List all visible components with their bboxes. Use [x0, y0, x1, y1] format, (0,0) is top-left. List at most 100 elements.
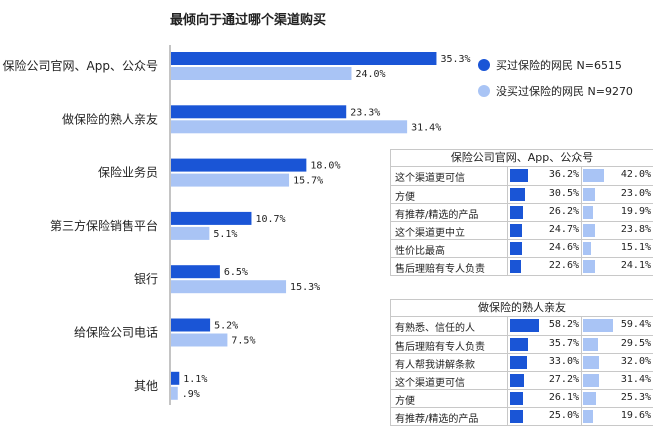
bar-nonbuyer-value: 24.0%	[355, 69, 385, 80]
row-divider	[507, 222, 508, 239]
bar-buyer-value: 6.5%	[224, 267, 248, 278]
reason-bar-buyer	[510, 242, 523, 255]
reason-value-buyer: 58.2%	[548, 319, 579, 330]
row-divider	[507, 258, 508, 275]
reason-bar-nonbuyer	[583, 392, 596, 405]
bar-nonbuyer-value: .9%	[182, 389, 200, 400]
panel-body: 有熟悉、信任的人 58.2% 59.4% 售后理赔有专人负责 35.7% 29.5% 有人帮…	[391, 317, 653, 425]
bar-nonbuyer	[171, 226, 210, 240]
reason-row: 这个渠道更可信 27.2% 31.4%	[391, 371, 653, 389]
chart-title: 最倾向于通过哪个渠道购买	[170, 13, 327, 28]
row-divider	[581, 167, 582, 185]
reason-row: 售后理赔有专人负责 35.7% 29.5%	[391, 335, 653, 353]
reason-value-nonbuyer: 29.5%	[620, 338, 651, 349]
row-divider	[581, 336, 582, 353]
reason-label: 售后理赔有专人负责	[395, 264, 485, 275]
row-divider	[581, 222, 582, 239]
reason-row: 这个渠道更中立 24.7% 23.8%	[391, 221, 653, 239]
reason-bar-buyer	[510, 374, 524, 387]
reason-bar-buyer	[510, 169, 529, 182]
panel-title: 做保险的熟人亲友	[391, 300, 653, 317]
reason-bar-nonbuyer	[583, 410, 593, 423]
row-divider	[507, 204, 508, 221]
bar-nonbuyer	[171, 386, 178, 400]
reason-value-nonbuyer: 25.3%	[620, 392, 651, 403]
reason-label: 售后理赔有专人负责	[395, 342, 485, 353]
reason-row: 方便 26.1% 25.3%	[391, 389, 653, 407]
row-divider	[581, 258, 582, 275]
reason-label: 有人帮我讲解条款	[395, 360, 475, 371]
reason-value-buyer: 35.7%	[548, 338, 579, 349]
bar-nonbuyer-value: 15.7%	[293, 176, 323, 187]
row-divider	[507, 390, 508, 407]
row-divider	[507, 372, 508, 389]
row-divider	[581, 317, 582, 335]
row-divider	[507, 167, 508, 185]
reason-value-buyer: 26.2%	[548, 206, 579, 217]
category-label: 保险业务员	[98, 165, 158, 180]
bar-buyer	[171, 158, 307, 172]
bar-buyer-value: 23.3%	[350, 107, 380, 118]
row-divider	[581, 390, 582, 407]
reason-value-buyer: 22.6%	[548, 260, 579, 271]
reason-bar-buyer	[510, 206, 524, 219]
reason-panel-acquaintance: 做保险的熟人亲友 有熟悉、信任的人 58.2% 59.4% 售后理赔有专人负责 35.7…	[390, 299, 653, 426]
category-label: 保险公司官网、App、公众号	[3, 58, 158, 73]
reason-label: 有推荐/精选的产品	[395, 210, 479, 221]
bar-buyer	[171, 371, 180, 385]
row-divider	[507, 317, 508, 335]
reason-bar-nonbuyer	[583, 188, 595, 201]
reason-label: 这个渠道更可信	[395, 173, 465, 184]
legend-nonbuyer: 没买过保险的网民 N=9270	[478, 83, 633, 99]
reason-bar-nonbuyer	[583, 242, 591, 255]
reason-bar-buyer	[510, 410, 523, 423]
reason-panel-official: 保险公司官网、App、公众号 这个渠道更可信 36.2% 42.0% 方便 30.5% 2…	[390, 149, 653, 276]
category-label: 做保险的熟人亲友	[62, 111, 158, 126]
reason-row: 有推荐/精选的产品 25.0% 19.6%	[391, 407, 653, 425]
bar-buyer	[171, 318, 211, 332]
bar-buyer	[171, 105, 347, 119]
bar-nonbuyer-value: 31.4%	[411, 122, 441, 133]
reason-label: 这个渠道更中立	[395, 228, 465, 239]
bar-nonbuyer-value: 7.5%	[231, 336, 255, 347]
reason-bar-nonbuyer	[583, 224, 595, 237]
bar-nonbuyer	[171, 173, 290, 187]
reason-value-buyer: 30.5%	[548, 188, 579, 199]
reason-bar-buyer	[510, 260, 522, 273]
bar-buyer	[171, 265, 220, 279]
reason-row: 方便 30.5% 23.0%	[391, 185, 653, 203]
reason-value-nonbuyer: 15.1%	[620, 242, 651, 253]
legend-nonbuyer-label: 没买过保险的网民 N=9270	[496, 85, 633, 98]
reason-value-buyer: 25.0%	[548, 410, 579, 421]
reason-value-nonbuyer: 24.1%	[620, 260, 651, 271]
bar-nonbuyer-value: 5.1%	[213, 229, 237, 240]
bar-buyer-value: 5.2%	[214, 321, 238, 332]
reason-bar-nonbuyer	[583, 319, 613, 332]
reason-bar-buyer	[510, 319, 540, 332]
reason-value-buyer: 24.7%	[548, 224, 579, 235]
reason-label: 有推荐/精选的产品	[395, 414, 479, 425]
reason-bar-nonbuyer	[583, 338, 598, 351]
row-divider	[581, 186, 582, 203]
legend-buyer: 买过保险的网民 N=6515	[478, 57, 622, 73]
category-label: 第三方保险销售平台	[50, 218, 158, 233]
reason-value-nonbuyer: 23.0%	[620, 188, 651, 199]
reason-label: 有熟悉、信任的人	[395, 323, 475, 334]
bar-buyer	[171, 52, 437, 65]
bar-nonbuyer-value: 15.3%	[290, 282, 320, 293]
reason-bar-buyer	[510, 224, 523, 237]
legend-buyer-label: 买过保险的网民 N=6515	[496, 59, 622, 72]
reason-bar-nonbuyer	[583, 206, 593, 219]
bar-buyer	[171, 211, 252, 225]
reason-value-nonbuyer: 19.9%	[620, 206, 651, 217]
reason-value-nonbuyer: 19.6%	[620, 410, 651, 421]
reason-value-nonbuyer: 42.0%	[620, 169, 651, 180]
reason-bar-buyer	[510, 392, 524, 405]
row-divider	[581, 372, 582, 389]
reason-bar-buyer	[510, 338, 528, 351]
reason-value-buyer: 27.2%	[548, 374, 579, 385]
bar-nonbuyer	[171, 67, 352, 80]
reason-row: 有熟悉、信任的人 58.2% 59.4%	[391, 317, 653, 335]
row-divider	[507, 336, 508, 353]
